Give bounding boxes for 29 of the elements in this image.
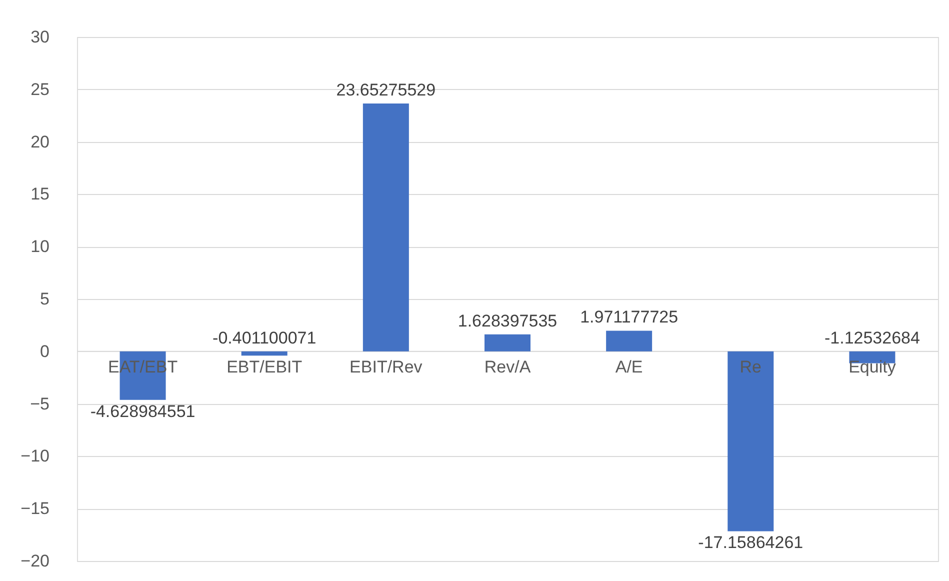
bar	[606, 330, 652, 352]
y-tick-label: 30	[30, 28, 50, 46]
x-tick-label: EBT/EBIT	[226, 357, 302, 376]
x-tick-label: Equity	[848, 357, 896, 376]
bar	[728, 351, 774, 532]
x-tick-label: EBIT/Rev	[350, 357, 423, 376]
data-label: 1.971177725	[580, 308, 678, 327]
y-tick-label: −5	[30, 394, 50, 414]
bar	[362, 104, 409, 352]
data-label: -4.628984551	[90, 402, 196, 421]
y-tick-label: 5	[40, 290, 50, 308]
y-tick-label: 15	[30, 184, 50, 204]
data-label: -1.12532684	[824, 328, 920, 348]
y-tick-label: −15	[20, 499, 50, 518]
y-tick-label: −10	[20, 446, 50, 466]
y-tick-label: 20	[30, 132, 50, 152]
y-tick-label: 10	[30, 237, 50, 256]
x-tick-label: Re	[740, 357, 762, 376]
bar	[241, 351, 288, 356]
data-label: 1.628397535	[458, 311, 558, 330]
data-label: 23.65275529	[336, 80, 436, 100]
y-tick-label: 25	[30, 80, 50, 99]
x-tick-label: A/E	[615, 357, 643, 376]
y-tick-label: −20	[20, 552, 50, 570]
bar	[484, 334, 530, 352]
y-tick-label: 0	[40, 342, 50, 361]
x-tick-label: Rev/A	[484, 357, 532, 376]
data-label: -0.401100071	[212, 328, 316, 348]
data-label: -17.15864261	[698, 533, 804, 552]
